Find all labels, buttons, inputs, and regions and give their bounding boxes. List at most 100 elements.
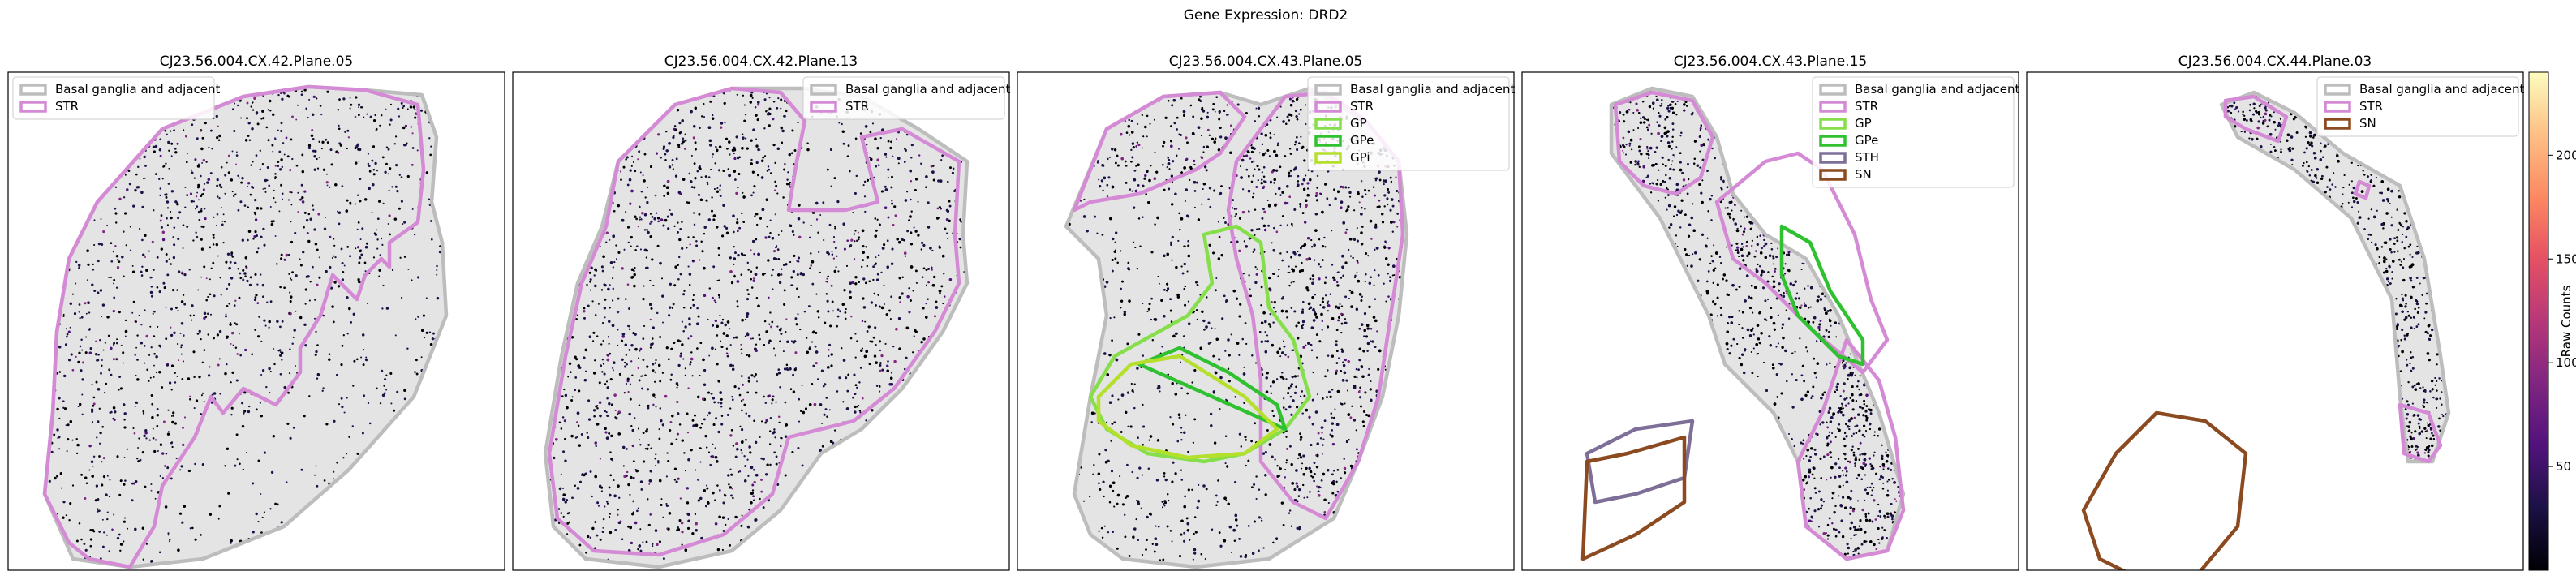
cell-point <box>913 226 915 229</box>
cell-point <box>69 302 73 305</box>
cell-point <box>608 402 611 406</box>
cell-point <box>205 277 208 280</box>
cell-point <box>311 129 314 131</box>
cell-point <box>296 104 299 106</box>
cell-point <box>612 266 614 269</box>
cell-point <box>750 492 754 495</box>
cell-point <box>222 242 225 244</box>
cell-point <box>138 314 140 316</box>
cell-point <box>364 245 368 249</box>
legend-box <box>12 76 215 120</box>
cell-point <box>643 179 646 183</box>
cell-point <box>699 447 702 449</box>
cell-point <box>910 144 914 147</box>
cell-point <box>938 290 942 293</box>
cell-point <box>282 198 284 200</box>
cell-point <box>376 238 379 241</box>
cell-point <box>272 220 275 223</box>
cell-point <box>661 372 664 374</box>
cell-point <box>289 348 291 350</box>
cell-point <box>570 399 574 402</box>
cell-point <box>105 493 108 496</box>
cell-point <box>251 127 254 131</box>
cell-point <box>819 449 822 452</box>
cell-point <box>260 373 263 376</box>
cell-point <box>562 493 566 496</box>
cell-point <box>751 483 755 487</box>
cell-point <box>563 389 566 391</box>
cell-point <box>901 292 904 295</box>
cell-point <box>174 148 177 150</box>
cell-point <box>135 346 138 349</box>
cell-point <box>688 323 691 326</box>
cell-point <box>910 210 913 213</box>
cell-point <box>365 356 368 359</box>
cell-point <box>639 347 643 350</box>
cell-point <box>682 330 685 333</box>
cell-point <box>264 324 267 327</box>
cell-point <box>711 117 715 120</box>
cell-point <box>136 378 140 381</box>
cell-point <box>782 196 785 199</box>
cell-point <box>274 165 277 167</box>
cell-point <box>124 174 127 176</box>
cell-point <box>280 257 283 260</box>
cell-point <box>144 432 148 435</box>
cell-point <box>97 354 100 356</box>
cell-point <box>346 333 349 335</box>
cell-point <box>106 475 109 477</box>
cell-point <box>819 214 822 216</box>
cell-point <box>642 541 644 543</box>
cell-point <box>863 180 867 183</box>
cell-point <box>873 292 876 295</box>
cell-point <box>777 371 781 375</box>
cell-point <box>630 165 633 167</box>
cell-point <box>220 207 222 208</box>
cell-point <box>77 264 81 267</box>
cell-point <box>677 526 679 529</box>
cell-point <box>180 465 183 468</box>
cell-point <box>56 428 59 432</box>
cell-point <box>629 397 632 401</box>
cell-point <box>359 200 362 203</box>
cell-point <box>256 113 258 115</box>
cell-point <box>735 442 738 445</box>
cell-point <box>76 443 80 447</box>
cell-point <box>290 191 293 194</box>
cell-point <box>594 521 597 523</box>
cell-point <box>810 264 812 267</box>
cell-point <box>97 420 100 423</box>
cell-point <box>570 371 572 373</box>
cell-point <box>123 540 125 543</box>
cell-point <box>307 239 311 243</box>
cell-point <box>754 440 758 445</box>
cell-point <box>874 217 877 220</box>
cell-point <box>720 402 723 405</box>
cell-point <box>739 425 742 427</box>
cell-point <box>690 361 692 363</box>
cell-point <box>687 458 690 462</box>
cell-point <box>166 217 168 220</box>
cell-point <box>656 152 658 155</box>
cell-point <box>254 213 257 216</box>
cell-point <box>875 165 878 168</box>
cell-point <box>160 214 163 217</box>
cell-point <box>170 307 173 311</box>
cell-point <box>205 161 208 163</box>
cell-point <box>242 278 245 281</box>
cell-point <box>868 363 871 366</box>
cell-point <box>134 188 137 192</box>
cell-point <box>650 342 653 346</box>
cell-point <box>951 171 954 174</box>
cell-point <box>226 305 229 307</box>
cell-point <box>771 320 774 324</box>
cell-point <box>171 445 174 449</box>
cell-point <box>785 183 789 186</box>
cell-point <box>702 397 705 401</box>
cell-point <box>654 529 658 532</box>
cell-point <box>403 397 406 401</box>
cell-point <box>137 447 140 449</box>
cell-point <box>732 364 734 367</box>
cell-point <box>228 303 230 305</box>
